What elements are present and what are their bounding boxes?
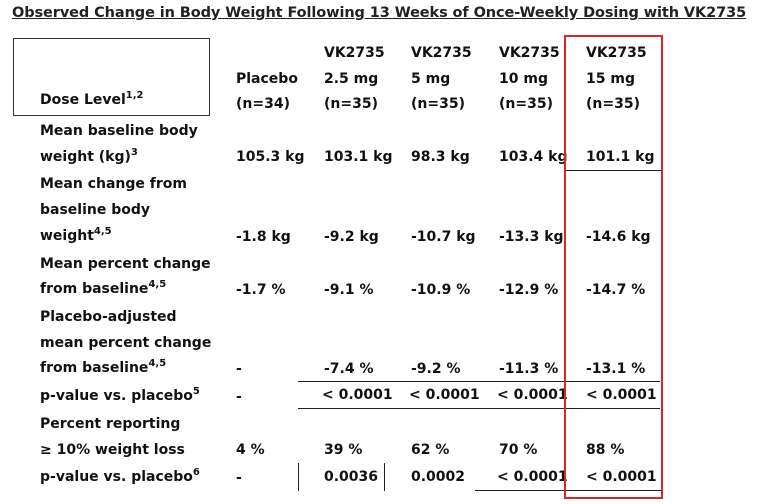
row-baseline-weight-5mg: 98.3 kg [411, 149, 470, 165]
row-pvalue-5-label: p-value vs. placebo5 [40, 386, 200, 405]
col-header-2-5mg-n: (n=35) [324, 96, 378, 112]
row-mean-change-5mg: -10.7 kg [411, 229, 476, 245]
row-percent-change-label-line2: from baseline4,5 [40, 279, 167, 298]
divider-below-pvalue-5 [298, 408, 660, 409]
row-pvalue-6-2-5mg: 0.0036 [324, 469, 379, 485]
row-percent-change-placebo: -1.7 % [236, 282, 286, 298]
row-baseline-weight-2-5mg: 103.1 kg [324, 149, 393, 165]
divider-pvalue-6-col2 [384, 463, 385, 491]
row-percent-change-10mg: -12.9 % [499, 282, 559, 298]
row-percent-reporting-placebo: 4 % [236, 442, 265, 458]
row-placebo-adjusted-footnote: 4,5 [148, 358, 167, 369]
row-pvalue-6-15mg: < 0.0001 [586, 469, 657, 485]
col-header-placebo-name: Placebo [236, 71, 298, 87]
highlight-15mg-column-box [564, 35, 663, 499]
row-placebo-adjusted-10mg: -11.3 % [499, 361, 559, 377]
dose-level-footnote: 1,2 [125, 90, 144, 101]
divider-15mg-under-baseline [566, 170, 661, 171]
divider-pvalue-6-left [298, 463, 299, 491]
row-mean-change-label-line3: weight4,5 [40, 226, 112, 245]
divider-below-pvalue-6 [475, 490, 661, 491]
col-header-2-5mg-dose: 2.5 mg [324, 71, 379, 87]
row-mean-change-label-line2: baseline body [40, 202, 151, 218]
row-pvalue-6-label: p-value vs. placebo6 [40, 467, 200, 486]
row-pvalue-5-placebo: - [236, 389, 242, 405]
col-header-10mg-n: (n=35) [499, 96, 553, 112]
row-percent-reporting-label-line2: ≥ 10% weight loss [40, 442, 185, 458]
row-placebo-adjusted-label-line3: from baseline4,5 [40, 358, 167, 377]
row-mean-change-15mg: -14.6 kg [586, 229, 651, 245]
col-header-2-5mg-name: VK2735 [324, 45, 385, 61]
row-percent-reporting-5mg: 62 % [411, 442, 450, 458]
row-pvalue-5-10mg: < 0.0001 [497, 387, 568, 403]
row-percent-change-footnote: 4,5 [148, 279, 167, 290]
row-placebo-adjusted-label-line1: Placebo-adjusted [40, 309, 177, 325]
col-header-15mg-name: VK2735 [586, 45, 647, 61]
row-baseline-weight-label-line1: Mean baseline body [40, 123, 198, 139]
row-placebo-adjusted-2-5mg: -7.4 % [324, 361, 374, 377]
row-pvalue-6-10mg: < 0.0001 [497, 469, 568, 485]
row-baseline-weight-10mg: 103.4 kg [499, 149, 568, 165]
row-pvalue-5-5mg: < 0.0001 [409, 387, 480, 403]
row-percent-reporting-2-5mg: 39 % [324, 442, 363, 458]
row-pvalue-6-label-text: p-value vs. placebo [40, 469, 193, 485]
row-mean-change-2-5mg: -9.2 kg [324, 229, 379, 245]
row-placebo-adjusted-15mg: -13.1 % [586, 361, 646, 377]
row-placebo-adjusted-placebo: - [236, 361, 242, 377]
row-placebo-adjusted-5mg: -9.2 % [411, 361, 461, 377]
row-placebo-adjusted-label-text: from baseline [40, 360, 149, 376]
row-pvalue-6-5mg: 0.0002 [411, 469, 466, 485]
row-percent-change-label-text: from baseline [40, 281, 149, 297]
row-baseline-weight-label-text: weight (kg) [40, 149, 131, 165]
col-header-5mg-dose: 5 mg [411, 71, 451, 87]
row-baseline-weight-15mg: 101.1 kg [586, 149, 655, 165]
col-header-5mg-name: VK2735 [411, 45, 472, 61]
col-header-10mg-name: VK2735 [499, 45, 560, 61]
dose-level-label: Dose Level1,2 [40, 90, 144, 109]
row-baseline-weight-label-line2: weight (kg)3 [40, 147, 138, 166]
row-percent-change-label-line1: Mean percent change [40, 256, 211, 272]
dose-level-header-box [13, 38, 210, 116]
row-baseline-weight-placebo: 105.3 kg [236, 149, 305, 165]
row-pvalue-6-footnote: 6 [192, 467, 200, 478]
row-pvalue-5-label-text: p-value vs. placebo [40, 388, 193, 404]
table-title: Observed Change in Body Weight Following… [12, 5, 747, 21]
row-placebo-adjusted-label-line2: mean percent change [40, 335, 212, 351]
row-pvalue-6-placebo: - [236, 470, 242, 486]
row-percent-change-5mg: -10.9 % [411, 282, 471, 298]
row-baseline-weight-footnote: 3 [130, 147, 138, 158]
row-pvalue-5-15mg: < 0.0001 [586, 387, 657, 403]
row-percent-change-2-5mg: -9.1 % [324, 282, 374, 298]
row-mean-change-footnote: 4,5 [93, 226, 112, 237]
col-header-5mg-n: (n=35) [411, 96, 465, 112]
col-header-placebo-n: (n=34) [236, 96, 290, 112]
row-mean-change-label-text: weight [40, 228, 94, 244]
row-pvalue-5-footnote: 5 [192, 386, 200, 397]
row-percent-reporting-10mg: 70 % [499, 442, 538, 458]
row-mean-change-placebo: -1.8 kg [236, 229, 291, 245]
col-header-10mg-dose: 10 mg [499, 71, 548, 87]
dose-level-text: Dose Level [40, 92, 126, 108]
row-mean-change-10mg: -13.3 kg [499, 229, 564, 245]
row-percent-change-15mg: -14.7 % [586, 282, 646, 298]
row-percent-reporting-label-line1: Percent reporting [40, 416, 181, 432]
row-mean-change-label-line1: Mean change from [40, 176, 187, 192]
col-header-15mg-dose: 15 mg [586, 71, 635, 87]
row-percent-reporting-15mg: 88 % [586, 442, 625, 458]
col-header-15mg-n: (n=35) [586, 96, 640, 112]
divider-above-pvalue-5 [298, 381, 660, 382]
row-pvalue-5-2-5mg: < 0.0001 [322, 387, 393, 403]
